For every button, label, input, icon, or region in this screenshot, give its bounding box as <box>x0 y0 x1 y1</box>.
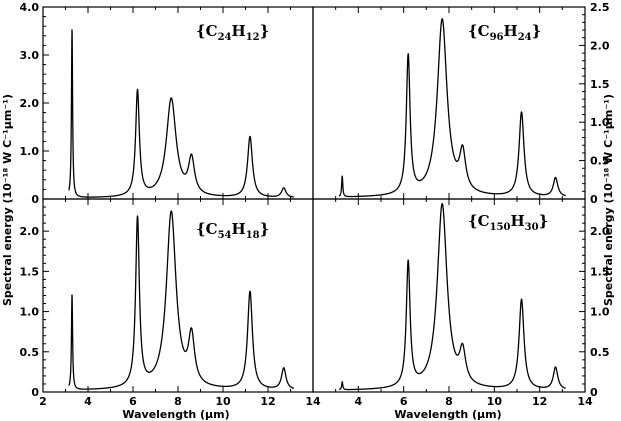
y-axis-label-left: Spectral energy (10⁻¹⁸ W C⁻¹μm⁻¹) <box>1 94 14 306</box>
y-tick-label: 2.0 <box>20 225 40 238</box>
y-tick-label: 2.0 <box>20 97 40 110</box>
x-tick-label: 4 <box>84 395 92 408</box>
panel-top-right: 0 0.5 1.0 1.5 2.0 2.5 {C96H24} <box>312 1 610 206</box>
y-tick-label: 1.0 <box>20 145 40 158</box>
panel-frame <box>312 6 586 200</box>
x-tick-label: 12 <box>260 395 275 408</box>
x-axis-label-right: Wavelength (μm) <box>394 408 501 421</box>
y-tick-label: 0.5 <box>590 155 610 168</box>
y-tick-label: 0 <box>590 193 598 206</box>
y-tick-label: 0 <box>590 386 598 399</box>
y-tick-label: 0.5 <box>590 346 610 359</box>
panels: 0 1.0 2.0 3.0 4.0 {C24H12} 0 0.5 1.0 1.5 2.0 2.5 {C9… <box>20 1 610 408</box>
species-label: {C24H12} <box>196 22 269 43</box>
x-tick-label: 6 <box>129 395 137 408</box>
y-tick-label: 0 <box>31 193 39 206</box>
x-tick-label: 2 <box>39 395 47 408</box>
panel-bottom-left: 0 0.5 1.0 1.5 2.0 2 4 6 8 10 12 14 {C54H18} <box>20 198 321 408</box>
x-tick-label: 8 <box>174 395 182 408</box>
x-tick-label: 14 <box>577 395 593 408</box>
spectrum-line <box>338 18 567 198</box>
y-axis-label-right: Spectral energy (10⁻¹⁸ W C⁻¹μm⁻¹) <box>602 94 615 306</box>
x-tick-label: 10 <box>215 395 231 408</box>
y-tick-label: 2.0 <box>590 39 610 52</box>
x-tick-label: 10 <box>487 395 503 408</box>
species-label: {C54H18} <box>196 220 269 241</box>
y-tick-label: 3.0 <box>20 49 40 62</box>
y-tick-label: 2.0 <box>590 225 610 238</box>
panel-bottom-right: 0 0.5 1.0 1.5 2.0 4 6 8 10 12 14 {C150H30} <box>312 198 610 408</box>
y-tick-label: 4.0 <box>20 1 40 14</box>
species-label: {C96H24} <box>468 22 541 43</box>
spectrum-line <box>338 203 567 391</box>
x-axis-label-left: Wavelength (μm) <box>122 408 229 421</box>
y-tick-label: 2.5 <box>590 1 610 14</box>
x-tick-label: 6 <box>400 395 408 408</box>
y-tick-label: 1.5 <box>590 265 610 278</box>
y-tick-label: 1.0 <box>590 116 610 129</box>
y-tick-label: 1.5 <box>590 78 610 91</box>
x-tick-label: 4 <box>355 395 363 408</box>
y-tick-label: 1.0 <box>590 306 610 319</box>
panel-frame <box>42 6 314 200</box>
y-tick-label: 1.0 <box>20 306 40 319</box>
y-tick-label: 0 <box>31 386 39 399</box>
spectrum-line <box>68 29 295 198</box>
panel-frame <box>42 198 314 393</box>
x-tick-label: 14 <box>305 395 321 408</box>
species-label: {C150H30} <box>468 212 548 233</box>
spectrum-line <box>68 210 295 390</box>
panel-top-left: 0 1.0 2.0 3.0 4.0 {C24H12} <box>20 1 314 206</box>
x-tick-label: 8 <box>445 395 453 408</box>
y-tick-label: 1.5 <box>20 265 40 278</box>
x-tick-label: 12 <box>532 395 547 408</box>
y-tick-label: 0.5 <box>20 346 40 359</box>
